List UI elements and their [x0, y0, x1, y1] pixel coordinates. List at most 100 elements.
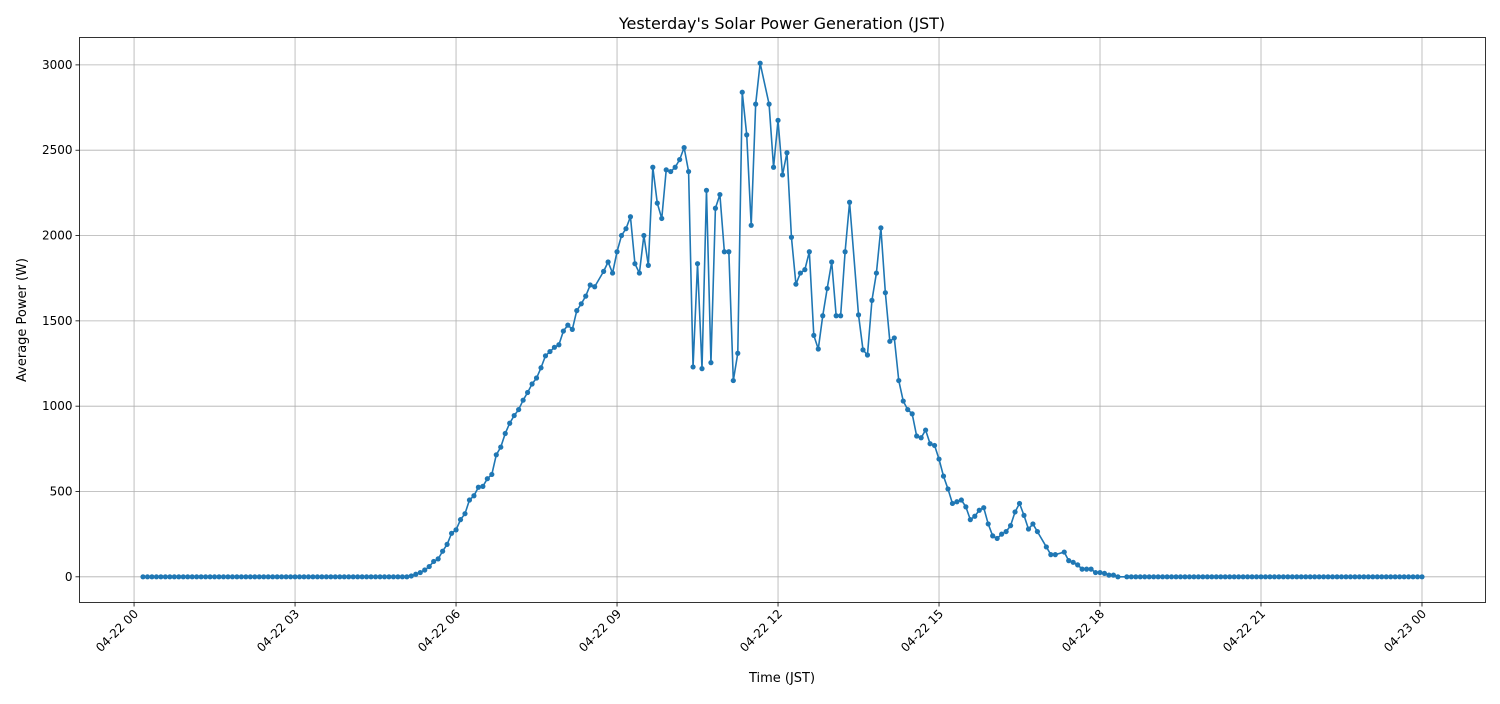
data-point: [471, 493, 477, 499]
data-point: [1204, 574, 1210, 580]
data-point: [305, 574, 312, 580]
data-point: [1097, 569, 1103, 576]
data-point: [1066, 558, 1072, 564]
data-point: [180, 574, 186, 580]
data-point: [864, 352, 871, 358]
data-point: [1280, 574, 1286, 580]
data-point: [238, 574, 244, 580]
data-point: [574, 308, 580, 314]
data-point: [846, 199, 853, 205]
data-point: [1294, 574, 1300, 580]
data-point: [641, 232, 647, 239]
data-point: [1043, 544, 1049, 550]
x-tick-label: 04-22 21: [1220, 607, 1268, 655]
data-point: [1240, 574, 1246, 580]
data-point: [949, 500, 956, 507]
data-point: [1222, 574, 1228, 580]
data-point: [1276, 574, 1282, 580]
y-axis-ticks: 0 500 1000 1500 2000 2500 3000: [42, 58, 80, 584]
series-line: [143, 62, 1422, 578]
data-point: [444, 541, 450, 547]
data-point: [279, 574, 285, 580]
data-point: [149, 574, 155, 580]
data-point: [292, 574, 298, 580]
data-point: [381, 574, 388, 580]
data-point: [614, 249, 620, 255]
x-tick-label: 04-22 18: [1059, 607, 1107, 655]
data-point: [1347, 574, 1354, 580]
data-point: [247, 574, 253, 580]
data-point: [1128, 574, 1134, 580]
data-point: [793, 281, 799, 287]
data-point: [1414, 574, 1421, 580]
y-tick-label: 3000: [42, 58, 73, 72]
data-point: [842, 249, 848, 255]
data-point: [1321, 574, 1327, 580]
data-point: [712, 205, 719, 211]
data-point: [770, 164, 777, 170]
data-point: [829, 259, 835, 265]
data-point: [1160, 574, 1166, 580]
data-point: [985, 521, 991, 527]
data-point: [1401, 574, 1407, 580]
data-point: [587, 282, 593, 288]
y-tick-label: 500: [50, 484, 73, 498]
x-tick-label: 04-22 09: [576, 607, 624, 655]
data-point: [1191, 574, 1197, 580]
data-point: [605, 259, 611, 265]
data-point: [931, 442, 938, 449]
data-point: [1052, 552, 1058, 558]
x-tick-label: 04-22 06: [415, 607, 463, 655]
data-point: [1021, 512, 1027, 518]
data-point: [386, 574, 392, 580]
y-tick-label: 1500: [42, 314, 73, 328]
data-point: [1338, 574, 1345, 580]
data-point: [811, 332, 817, 338]
data-point: [1325, 574, 1331, 580]
data-point: [873, 270, 880, 276]
data-point: [775, 117, 781, 123]
data-point: [1397, 574, 1403, 580]
data-point: [551, 344, 558, 350]
data-point: [498, 444, 504, 450]
data-point: [346, 574, 352, 580]
data-point: [645, 262, 651, 268]
x-tick-label: 04-22 00: [93, 607, 141, 655]
data-point: [1213, 574, 1219, 580]
data-point: [171, 574, 177, 580]
data-point: [690, 364, 696, 370]
data-point: [408, 573, 414, 579]
data-point: [592, 284, 598, 290]
data-point: [1048, 552, 1054, 558]
data-point: [516, 406, 522, 413]
data-point: [1110, 572, 1117, 578]
data-point: [413, 571, 419, 577]
data-point: [341, 574, 347, 580]
data-point: [529, 381, 535, 387]
data-point: [753, 101, 759, 107]
data-point: [726, 249, 732, 255]
data-point: [632, 261, 638, 267]
data-point: [1352, 574, 1358, 580]
data-point: [1124, 574, 1130, 580]
data-point: [256, 574, 262, 580]
data-point: [1070, 559, 1076, 565]
data-point: [905, 406, 911, 413]
data-point: [243, 574, 249, 580]
data-point: [1285, 574, 1291, 580]
data-point: [1231, 574, 1237, 580]
data-point: [364, 574, 370, 580]
data-point: [207, 574, 213, 580]
data-point: [1088, 566, 1094, 572]
data-point: [453, 527, 459, 533]
data-point: [198, 574, 204, 580]
data-point: [457, 517, 464, 523]
data-point: [869, 297, 875, 303]
data-point: [694, 261, 701, 267]
data-point: [699, 366, 705, 372]
data-point: [1271, 574, 1278, 580]
data-point: [1146, 574, 1152, 580]
data-point: [891, 335, 897, 341]
data-point: [1061, 549, 1067, 555]
data-point: [542, 353, 549, 359]
